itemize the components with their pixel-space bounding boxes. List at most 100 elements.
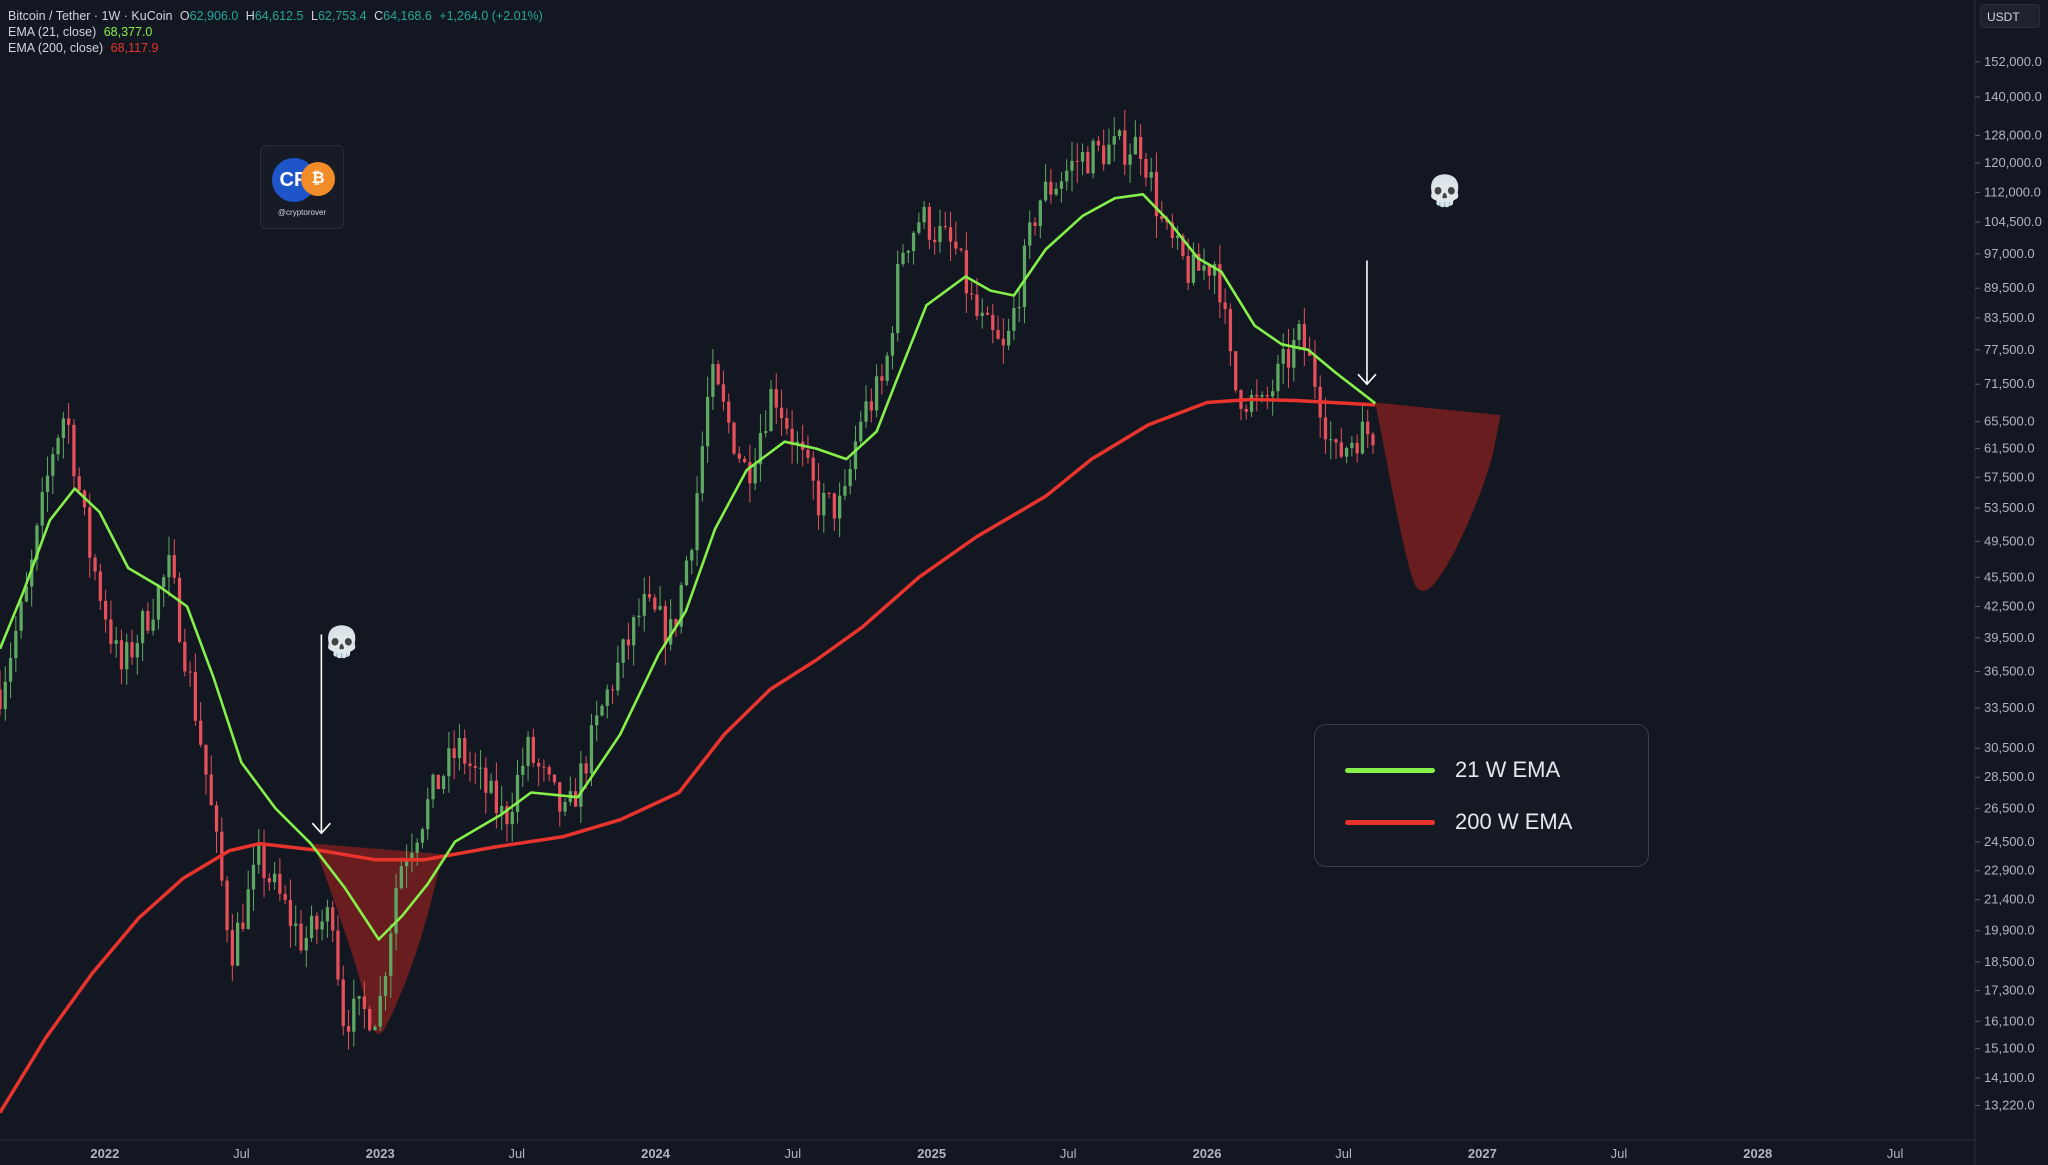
candle-body [774, 389, 778, 408]
price-tick-label: 33,500.0 [1984, 700, 2035, 715]
candle-body [1017, 307, 1021, 309]
candle-body [1107, 144, 1111, 165]
price-tick-label: 22,900.0 [1984, 863, 2035, 878]
candle-body [225, 880, 229, 931]
candle-body [183, 641, 187, 672]
candle-body [779, 407, 784, 419]
price-tick-label: 97,000.0 [1984, 246, 2035, 261]
candle-body [410, 852, 414, 862]
candle-body [368, 1008, 372, 1031]
candle-body [653, 597, 657, 610]
time-tick-label: 2022 [90, 1146, 119, 1161]
candle-body [1255, 394, 1259, 397]
candle-body [1117, 130, 1122, 137]
candle-body [151, 619, 155, 631]
down-arrow-head [311, 822, 331, 835]
candle-body [711, 364, 715, 397]
candle-body [1218, 264, 1222, 303]
candle-body [415, 842, 419, 853]
legend-swatch-ema21 [1345, 768, 1435, 773]
candle-body [272, 873, 277, 883]
candle-body [1149, 171, 1153, 178]
ema21-header[interactable]: EMA (21, close) 68,377.0 [8, 24, 156, 40]
candle-body [209, 774, 213, 806]
price-tick-label: 36,500.0 [1984, 664, 2035, 679]
ema200-header[interactable]: EMA (200, close) 68,117.9 [8, 40, 162, 56]
candle-body [1350, 442, 1354, 448]
candle-body [573, 791, 578, 807]
time-axis[interactable]: 2022 Jul 2023 Jul 2024 Jul 2025 Jul 2026 Jul 2027 J… [90, 1146, 1903, 1161]
candle-body [325, 907, 330, 922]
candle-body [827, 492, 831, 494]
candle-body [1144, 158, 1148, 178]
candle-body [769, 389, 773, 432]
candle-body [1191, 253, 1196, 283]
price-tick-label: 19,900.0 [1984, 923, 2035, 938]
candle-body [637, 615, 641, 618]
candle-body [1202, 265, 1206, 271]
candle-body [943, 226, 947, 228]
price-tick-label: 24,500.0 [1984, 834, 2035, 849]
candle-body [14, 630, 18, 659]
price-tick-label: 42,500.0 [1984, 598, 2035, 613]
ema-legend: 21 W EMA 200 W EMA [1314, 724, 1649, 867]
ema21-header-value: 68,377.0 [103, 25, 153, 39]
candle-body [77, 476, 81, 491]
candle-body [177, 577, 182, 642]
candle-body [103, 600, 108, 620]
candle-body [1033, 222, 1037, 226]
candle-body [320, 921, 324, 930]
price-tick-label: 39,500.0 [1984, 630, 2035, 645]
candle-body [521, 765, 525, 775]
candle-body [56, 437, 60, 455]
candle-body [146, 611, 150, 631]
candle-body [1271, 391, 1275, 397]
candle-body [933, 239, 937, 243]
time-tick-label: Jul [1060, 1146, 1077, 1161]
time-tick-label: 2028 [1743, 1146, 1772, 1161]
candle-body [695, 493, 699, 551]
price-tick-label: 26,500.0 [1984, 800, 2035, 815]
candle-body [859, 421, 863, 442]
candle-body [1212, 264, 1217, 276]
candle-body [383, 975, 388, 996]
currency-tag[interactable]: USDT [1980, 4, 2040, 28]
price-axis[interactable]: 152,000.0 140,000.0 128,000.0 120,000.0 112,… [1975, 54, 2042, 1113]
candle-body [88, 507, 92, 558]
candle-body [632, 617, 636, 646]
candle-body [235, 922, 240, 966]
candle-body [742, 458, 747, 463]
candle-body [869, 401, 873, 411]
price-tick-label: 49,500.0 [1984, 533, 2035, 548]
candle-body [288, 899, 293, 926]
candle-body [193, 672, 198, 721]
candle-body [1154, 171, 1159, 217]
candle-body [1355, 442, 1359, 454]
symbol-title[interactable]: Bitcoin / Tether · 1W · KuCoin [8, 9, 173, 23]
candle-body [547, 767, 551, 775]
candle-body [874, 376, 879, 411]
high-value: 64,612.5 [254, 9, 304, 23]
candle-body [473, 766, 477, 768]
candles [0, 109, 1375, 1050]
candle-body [716, 364, 720, 385]
candle-body [1091, 140, 1095, 174]
candle-body [748, 462, 752, 484]
price-tick-label: 89,500.0 [1984, 280, 2035, 295]
price-tick-label: 140,000.0 [1984, 89, 2042, 104]
candle-body [199, 720, 203, 745]
candle-body [1059, 181, 1064, 189]
candle-body [679, 585, 683, 627]
watermark-logo: CR ₿ @cryptorover [260, 145, 344, 229]
candle-body [853, 441, 858, 470]
candle-body [1366, 421, 1370, 435]
candle-body [1360, 421, 1365, 454]
candle-body [441, 776, 446, 790]
skull-icon: 💀 [323, 626, 361, 659]
danger-zone [1375, 402, 1501, 591]
candle-body [299, 923, 303, 951]
candle-body [1181, 235, 1185, 257]
candle-body [727, 401, 731, 423]
candle-body [1344, 447, 1349, 457]
candle-body [1244, 408, 1248, 412]
